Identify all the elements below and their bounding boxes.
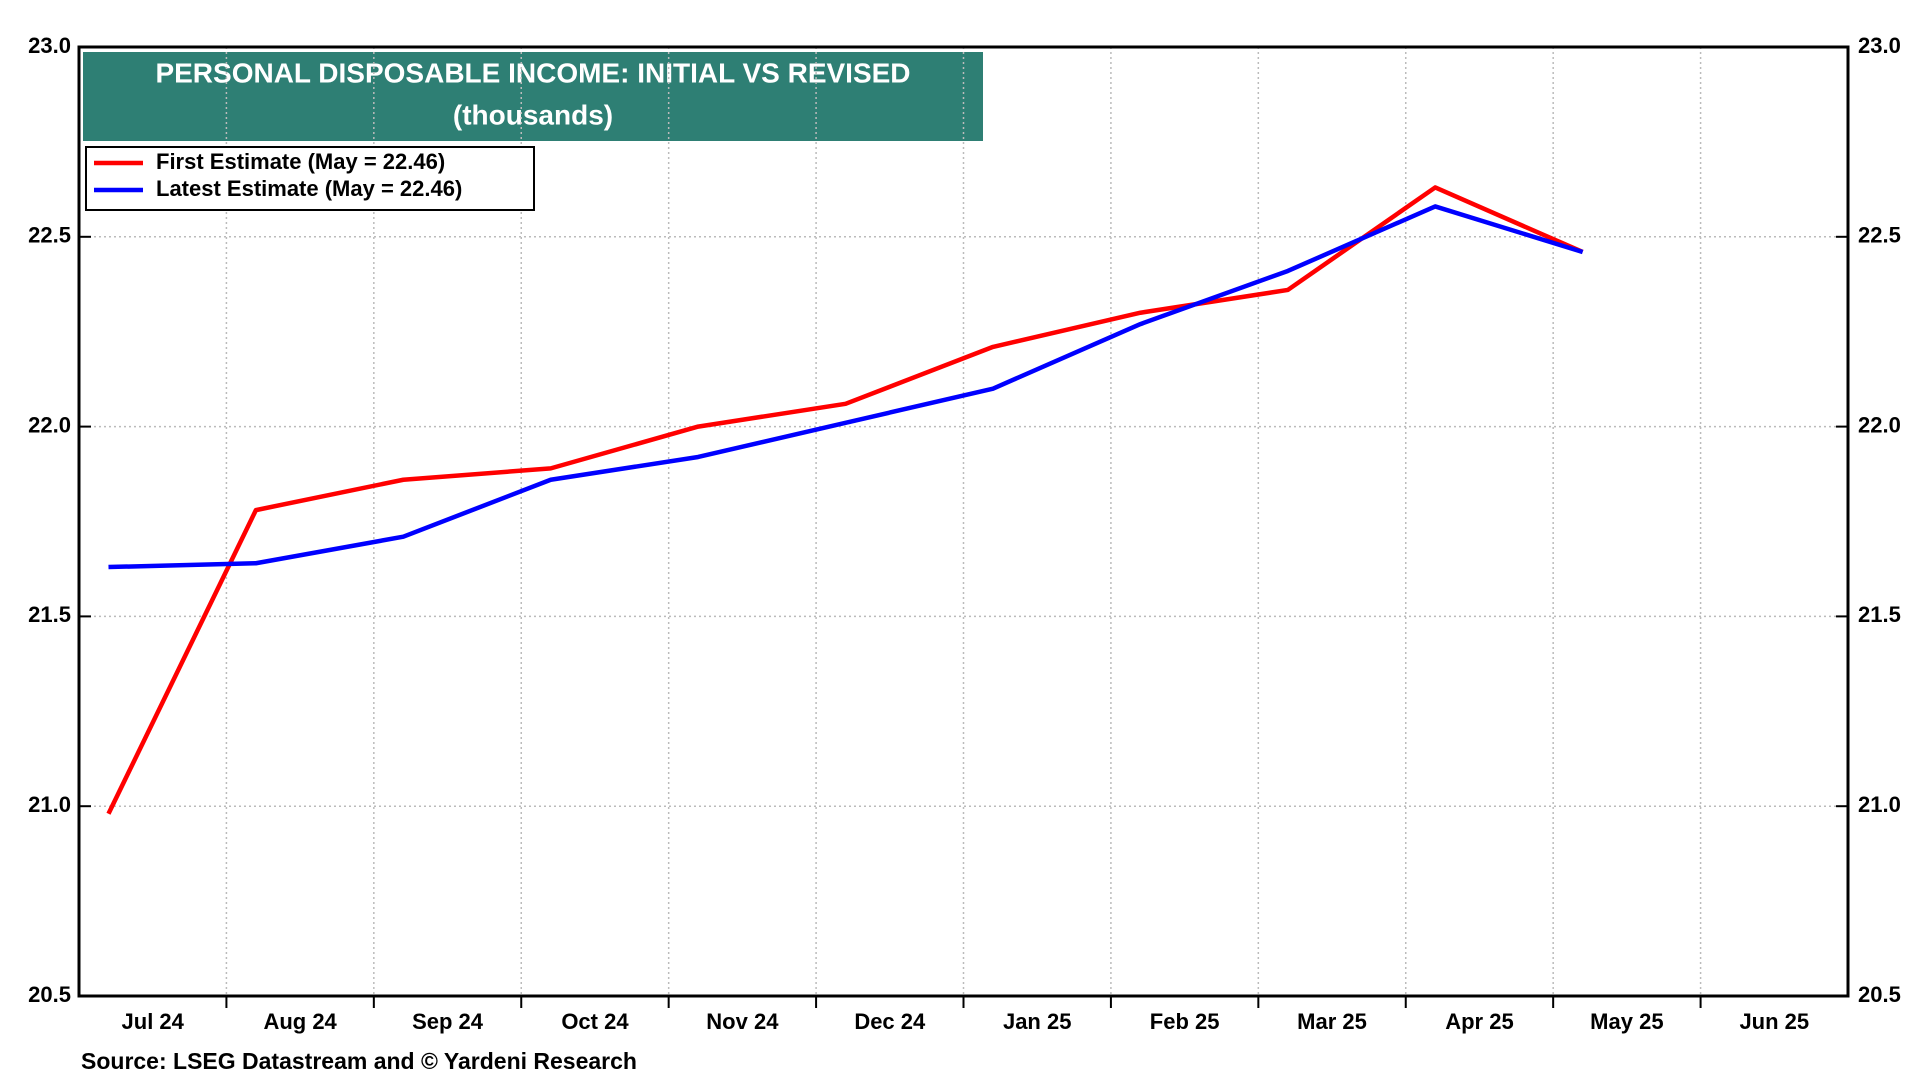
- x-tick-label: Aug 24: [263, 1009, 337, 1034]
- y-tick-label: 21.5: [28, 602, 71, 627]
- y-tick-label: 20.5: [28, 982, 71, 1007]
- y2-tick-label: 21.5: [1858, 602, 1901, 627]
- plot-frame: [77, 45, 1850, 998]
- y2-tick-label: 20.5: [1858, 982, 1901, 1007]
- y-tick-label: 22.5: [28, 223, 71, 248]
- x-tick-label: Feb 25: [1150, 1009, 1220, 1034]
- series-line: [108, 204, 1584, 570]
- y2-tick-label: 22.5: [1858, 223, 1901, 248]
- x-tick-label: Dec 24: [854, 1009, 926, 1034]
- legend-label: First Estimate (May = 22.46): [156, 149, 445, 174]
- x-tick-label: Jan 25: [1003, 1009, 1072, 1034]
- x-tick-label: Jul 24: [122, 1009, 185, 1034]
- y2-tick-label: 23.0: [1858, 33, 1901, 58]
- x-tick-label: Mar 25: [1297, 1009, 1367, 1034]
- y-tick-label: 23.0: [28, 33, 71, 58]
- y2-tick-label: 22.0: [1858, 412, 1901, 437]
- x-tick-label: Sep 24: [412, 1009, 484, 1034]
- chart-title: PERSONAL DISPOSABLE INCOME: INITIAL VS R…: [155, 57, 910, 88]
- x-tick-label: Nov 24: [706, 1009, 779, 1034]
- series-line: [106, 185, 1584, 815]
- legend-box: [85, 146, 535, 211]
- source: Source: LSEG Datastream and © Yardeni Re…: [81, 1048, 637, 1074]
- x-tick-label: Jun 25: [1739, 1009, 1809, 1034]
- x-tick-label: Apr 25: [1445, 1009, 1513, 1034]
- x-tick-label: May 25: [1590, 1009, 1663, 1034]
- title-box: [83, 52, 983, 141]
- y2-tick-label: 21.0: [1858, 792, 1901, 817]
- y-tick-label: 22.0: [28, 412, 71, 437]
- chart-subtitle: (thousands): [453, 99, 613, 130]
- x-tick-label: Oct 24: [561, 1009, 629, 1034]
- legend-label: Latest Estimate (May = 22.46): [156, 176, 462, 201]
- y-tick-label: 21.0: [28, 792, 71, 817]
